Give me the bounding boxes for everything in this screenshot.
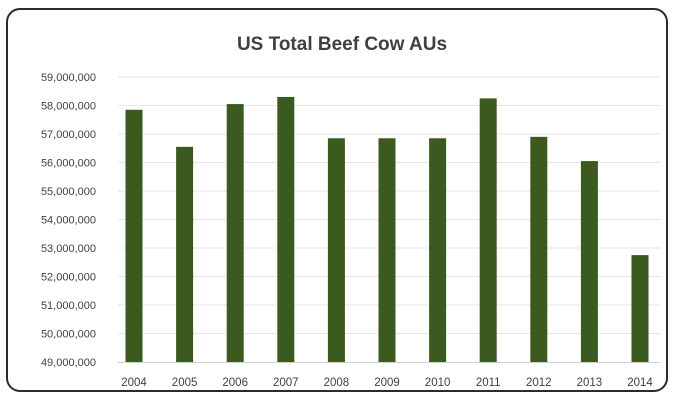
x-tick-label: 2014: [627, 377, 653, 389]
x-tick-label: 2004: [121, 377, 147, 389]
y-tick-label: 53,000,000: [41, 243, 96, 255]
y-tick-label: 57,000,000: [41, 129, 96, 141]
y-tick-label: 49,000,000: [41, 357, 96, 369]
bar-2012: [530, 136, 548, 362]
bar-2007: [277, 96, 295, 362]
bar-2005: [176, 146, 194, 362]
bar-2011: [479, 98, 497, 362]
bar-2006: [226, 104, 244, 362]
bar-2009: [378, 138, 396, 362]
x-tick-label: 2007: [273, 377, 299, 389]
x-tick-label: 2011: [476, 377, 501, 389]
x-axis-tick-labels: 2004 2005 2006 2007 2008 2009 2010 2011 2012 2013…: [121, 377, 653, 389]
y-tick-label: 58,000,000: [41, 101, 96, 113]
x-tick-label: 2008: [324, 377, 350, 389]
x-tick-label: 2012: [526, 377, 552, 389]
chart-title: US Total Beef Cow AUs: [237, 34, 447, 55]
y-tick-label: 55,000,000: [41, 186, 96, 198]
y-tick-label: 59,000,000: [41, 72, 96, 84]
bar-2004: [125, 109, 143, 363]
gridlines: [118, 76, 660, 334]
x-tick-label: 2013: [577, 377, 603, 389]
bar-2008: [327, 138, 345, 362]
y-tick-label: 50,000,000: [41, 329, 96, 341]
x-tick-label: 2010: [425, 377, 451, 389]
bar-2010: [429, 138, 447, 362]
y-tick-label: 56,000,000: [41, 158, 96, 170]
x-tick-label: 2006: [222, 377, 248, 389]
x-tick-label: 2005: [172, 377, 198, 389]
bar-2014: [631, 255, 649, 362]
x-tick-label: 2009: [374, 377, 400, 389]
bar-2013: [580, 161, 598, 362]
y-axis-tick-labels: 49,000,000 50,000,000 51,000,000 52,000,000…: [41, 72, 96, 369]
bars: [125, 96, 649, 363]
y-tick-label: 54,000,000: [41, 215, 96, 227]
y-tick-label: 51,000,000: [41, 300, 96, 312]
y-tick-label: 52,000,000: [41, 272, 96, 284]
